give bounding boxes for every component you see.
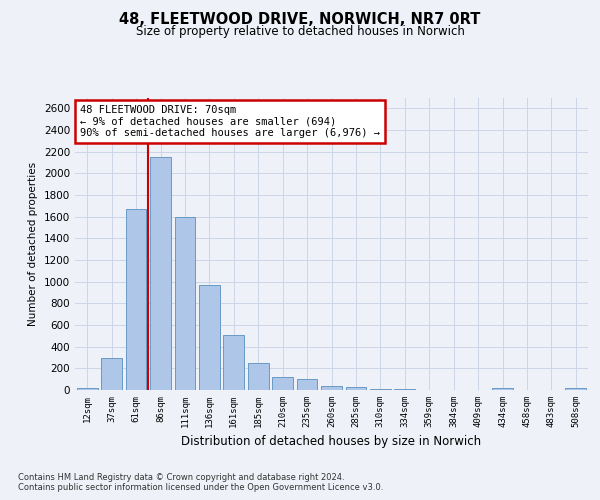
Bar [175, 216, 196, 390]
X-axis label: Distribution of detached houses by size in Norwich: Distribution of detached houses by size … [181, 436, 482, 448]
Bar [199, 285, 220, 390]
Bar [150, 157, 171, 390]
Y-axis label: Number of detached properties: Number of detached properties [28, 162, 38, 326]
Text: Size of property relative to detached houses in Norwich: Size of property relative to detached ho… [136, 25, 464, 38]
Bar [101, 358, 122, 390]
Bar [565, 388, 586, 390]
Text: 48 FLEETWOOD DRIVE: 70sqm
← 9% of detached houses are smaller (694)
90% of semi-: 48 FLEETWOOD DRIVE: 70sqm ← 9% of detach… [80, 105, 380, 138]
Bar [492, 388, 513, 390]
Bar [223, 335, 244, 390]
Bar [125, 209, 146, 390]
Bar [296, 379, 317, 390]
Bar [370, 389, 391, 390]
Bar [248, 364, 269, 390]
Bar [321, 386, 342, 390]
Text: 48, FLEETWOOD DRIVE, NORWICH, NR7 0RT: 48, FLEETWOOD DRIVE, NORWICH, NR7 0RT [119, 12, 481, 28]
Bar [77, 388, 98, 390]
Bar [346, 387, 367, 390]
Bar [272, 377, 293, 390]
Text: Contains HM Land Registry data © Crown copyright and database right 2024.: Contains HM Land Registry data © Crown c… [18, 472, 344, 482]
Text: Contains public sector information licensed under the Open Government Licence v3: Contains public sector information licen… [18, 482, 383, 492]
